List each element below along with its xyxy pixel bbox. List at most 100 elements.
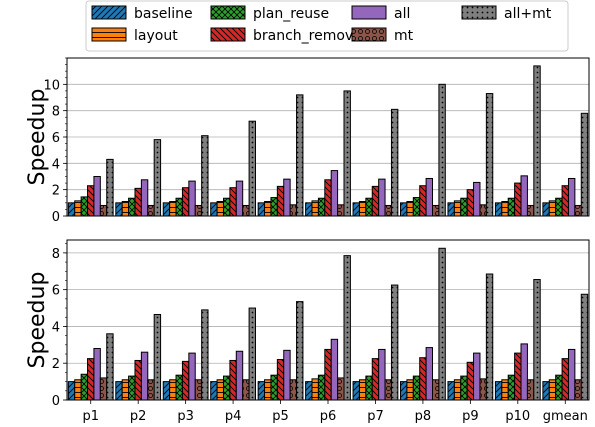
bar-all+mt-p8 xyxy=(438,247,446,401)
bar-baseline-p5 xyxy=(257,202,266,217)
bar-layout-p8 xyxy=(406,201,414,217)
bar-all-p2 xyxy=(140,179,149,217)
bar-branch_removal-p8 xyxy=(419,357,427,401)
x-tick-label: gmean xyxy=(543,409,588,424)
bar-layout-p9 xyxy=(453,379,462,401)
x-tick-label: p5 xyxy=(272,409,289,424)
bar-baseline-p6 xyxy=(305,202,313,217)
bar-all+mt-p8 xyxy=(438,83,446,217)
x-tick-label: p10 xyxy=(505,409,530,424)
bar-mt-p7 xyxy=(384,204,392,217)
bar-branch_removal-p3 xyxy=(181,187,190,217)
legend-swatch-layout xyxy=(91,27,127,42)
bar-mt-p7 xyxy=(384,379,392,401)
bar-all-p6 xyxy=(330,170,339,217)
bar-plan_reuse-p1 xyxy=(80,196,89,217)
bar-baseline-p2 xyxy=(115,202,123,217)
legend: baseline layout plan_reuse branch_removal al… xyxy=(85,0,569,52)
bar-mt-p6 xyxy=(337,204,345,217)
legend-label: branch_removal xyxy=(253,28,366,44)
bar-plan_reuse-p3 xyxy=(175,197,183,217)
bar-all-p9 xyxy=(473,181,481,217)
bar-all-p8 xyxy=(425,177,434,217)
legend-swatch-branch_removal xyxy=(210,27,246,42)
legend-swatch-all xyxy=(351,5,387,20)
legend-box xyxy=(85,0,569,52)
bar-all-p7 xyxy=(378,178,386,217)
bar-layout-p1 xyxy=(74,379,82,401)
bar-mt-p5 xyxy=(289,379,298,401)
bar-all+mt-p10 xyxy=(533,65,541,217)
bar-plan_reuse-p9 xyxy=(460,375,468,401)
bar-branch_removal-p7 xyxy=(371,358,380,401)
x-tick-label: p7 xyxy=(367,409,384,424)
y-tick-label: 2 xyxy=(52,357,60,372)
bar-mt-p4 xyxy=(242,379,250,401)
bar-all-p3 xyxy=(188,352,196,401)
bar-all-p4 xyxy=(235,180,244,217)
y-tick-label: 4 xyxy=(52,157,60,172)
bar-all+mt-p6 xyxy=(343,255,351,401)
bar-all-p2 xyxy=(140,351,149,401)
y-tick-label: 8 xyxy=(52,105,60,120)
bar-all+mt-p1 xyxy=(106,333,114,401)
bar-all+mt-p5 xyxy=(296,94,304,217)
bar-mt-p9 xyxy=(479,378,487,401)
bar-all+mt-p10 xyxy=(533,279,541,401)
bar-layout-p4 xyxy=(216,201,224,217)
bar-layout-p5 xyxy=(264,201,272,217)
bar-plan_reuse-p8 xyxy=(412,197,421,217)
bar-baseline-p7 xyxy=(352,202,360,217)
bar-branch_removal-p5 xyxy=(276,359,285,401)
y-tick-label: 6 xyxy=(52,131,60,146)
bar-branch_removal-p8 xyxy=(419,185,427,217)
bar-baseline-p8 xyxy=(400,381,408,401)
bar-all+mt-gmean xyxy=(580,293,589,401)
bar-all+mt-gmean xyxy=(580,112,589,217)
bar-layout-p1 xyxy=(74,200,82,217)
bar-all+mt-p9 xyxy=(485,93,494,217)
bar-layout-p5 xyxy=(264,379,272,401)
bar-plan_reuse-p5 xyxy=(270,374,278,401)
y-tick-label: 10 xyxy=(43,78,60,93)
y-axis-label: Speedup xyxy=(25,272,50,369)
legend-swatch-mt xyxy=(351,27,387,42)
bar-branch_removal-p5 xyxy=(276,185,285,217)
bar-plan_reuse-p2 xyxy=(128,197,136,217)
bar-mt-gmean xyxy=(574,379,582,401)
bar-baseline-p1 xyxy=(67,202,76,217)
y-tick-label: 8 xyxy=(52,247,60,262)
bar-baseline-p7 xyxy=(352,381,360,401)
bar-all-gmean xyxy=(567,348,576,401)
bar-plan_reuse-p10 xyxy=(507,197,516,217)
bar-layout-p8 xyxy=(406,379,414,401)
bar-layout-p10 xyxy=(501,379,509,401)
bar-layout-p3 xyxy=(169,379,177,401)
bar-baseline-p9 xyxy=(447,202,455,217)
bar-all-p6 xyxy=(330,338,339,401)
bar-baseline-gmean xyxy=(542,202,550,217)
bar-all-p1 xyxy=(93,176,101,217)
bar-plan_reuse-p6 xyxy=(317,374,326,401)
bar-branch_removal-p10 xyxy=(514,352,522,401)
legend-swatch-all+mt xyxy=(461,5,497,20)
bar-branch_removal-p2 xyxy=(134,359,142,401)
y-tick-label: 0 xyxy=(52,394,60,409)
bar-mt-p5 xyxy=(289,204,298,217)
bar-branch_removal-gmean xyxy=(561,358,569,401)
bar-all+mt-p1 xyxy=(106,158,114,217)
x-tick-label: p4 xyxy=(225,409,242,424)
bar-all-p5 xyxy=(283,349,291,401)
bar-baseline-p10 xyxy=(494,381,503,401)
legend-swatch-plan_reuse xyxy=(210,5,246,20)
bar-layout-p6 xyxy=(311,378,319,401)
bar-branch_removal-p4 xyxy=(229,187,237,217)
bar-branch_removal-p9 xyxy=(466,189,475,217)
bar-plan_reuse-gmean xyxy=(555,374,563,401)
bar-baseline-p8 xyxy=(400,202,408,217)
x-tick-label: p8 xyxy=(415,409,432,424)
bar-layout-p7 xyxy=(358,379,367,401)
bar-all-p5 xyxy=(283,178,291,217)
